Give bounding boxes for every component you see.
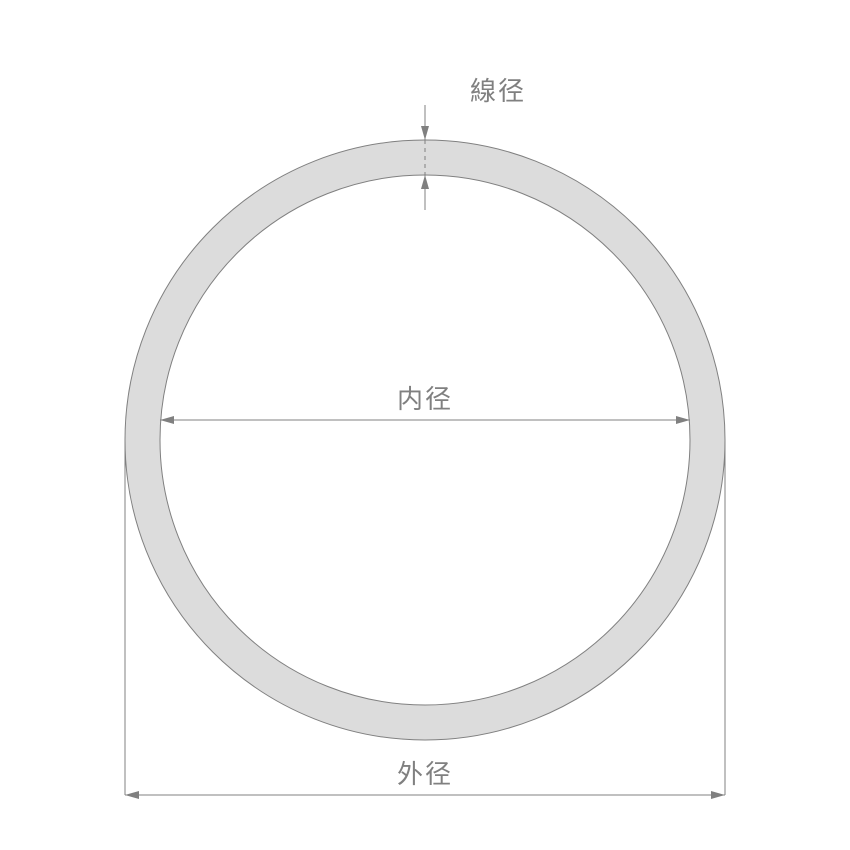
arrowhead [125,791,139,799]
ring-diagram: 線径内径外径 [0,0,850,850]
inner-diameter-label: 内径 [397,384,453,414]
arrowhead [421,126,429,140]
arrowhead [711,791,725,799]
arrowhead [160,416,174,424]
arrowhead [676,416,690,424]
wire-diameter-label: 線径 [470,76,526,106]
arrowhead [421,175,429,189]
outer-diameter-label: 外径 [397,759,453,789]
ring-annulus [125,140,725,740]
